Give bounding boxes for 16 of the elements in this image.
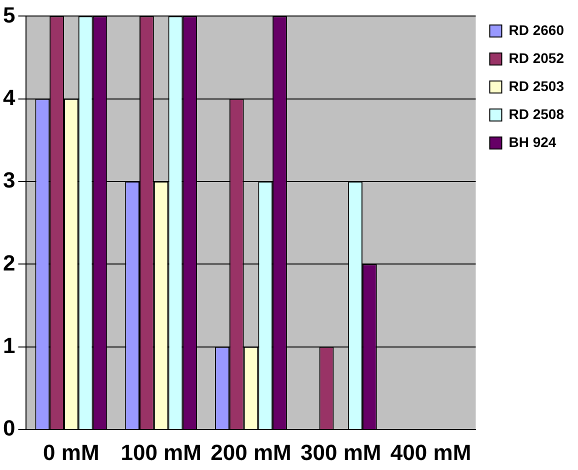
- legend-label: RD 2503: [508, 78, 564, 94]
- y-tick-label: 0: [2, 416, 16, 441]
- x-tick-label: 400 mM: [390, 440, 472, 465]
- x-tick-label: 0 mM: [43, 440, 100, 465]
- x-tick-label: 100 mM: [120, 440, 202, 465]
- legend-label: RD 2052: [508, 50, 564, 66]
- y-tick-label: 3: [2, 168, 16, 193]
- legend-label: BH 924: [508, 134, 556, 150]
- y-tick-label: 1: [2, 332, 16, 358]
- y-tick-label: 4: [2, 84, 16, 110]
- y-tick-label: 5: [2, 2, 16, 28]
- x-tick-label: 200 mM: [210, 440, 292, 465]
- legend-label: RD 2508: [508, 106, 564, 122]
- y-tick-label: 2: [2, 250, 16, 276]
- legend-label: RD 2660: [508, 22, 564, 38]
- x-tick-label: 300 mM: [300, 440, 382, 465]
